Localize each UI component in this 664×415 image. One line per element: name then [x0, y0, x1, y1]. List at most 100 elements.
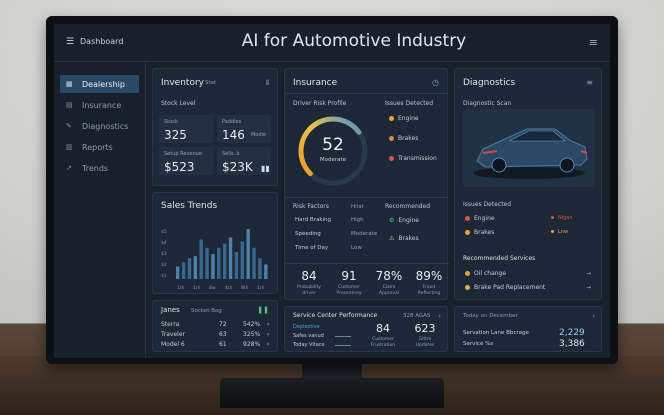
- diag-issue[interactable]: Engine: [465, 215, 495, 222]
- insurance-stat-value: 89%: [415, 269, 443, 283]
- sales-bar[interactable]: [176, 266, 180, 279]
- wrench-icon: ✎: [66, 122, 72, 130]
- insurance-stat-value: 84: [301, 269, 317, 283]
- list-icon[interactable]: ≡: [586, 78, 593, 87]
- status-dot-icon: [551, 216, 554, 219]
- diag-issues-label: Issues Detected: [463, 201, 512, 208]
- kpi-value: $523: [164, 160, 195, 174]
- service-item[interactable]: Brake Pad Replacement →: [465, 284, 595, 291]
- service-stat-value: 84: [376, 322, 390, 335]
- sidebar-item-diagnostics[interactable]: ✎ Diagnostics: [60, 117, 139, 135]
- clock-icon[interactable]: ◷: [432, 78, 439, 87]
- model-pct: 542%: [243, 321, 261, 328]
- sales-bar[interactable]: [228, 237, 233, 279]
- insurance-issue[interactable]: Brakes: [389, 135, 418, 142]
- insurance-stat-label: Fraud Reflecting: [417, 285, 441, 296]
- report-icon: ▥: [66, 143, 73, 151]
- kpi-label: Sells..k: [222, 151, 240, 157]
- y-tick-label: $4: [161, 240, 167, 246]
- recommended-item[interactable]: ⚠ Brakes: [389, 235, 419, 242]
- recommended-item[interactable]: ⚙ Engine: [389, 217, 419, 224]
- issues-detected-label: Issues Detected: [385, 100, 434, 107]
- inventory-kpi[interactable]: Paddies 146 Modle: [217, 115, 271, 143]
- sales-bar[interactable]: [205, 247, 209, 279]
- sidebar-item-label: Insurance: [82, 100, 122, 110]
- kpi-bars-icon: ▮▮: [261, 164, 270, 173]
- insurance-divider: [285, 93, 449, 94]
- service-center-title: Service Center Performance: [293, 312, 378, 319]
- diag-issue-label: Brakes: [474, 229, 495, 236]
- diag-issue-status: Lnw: [551, 229, 568, 235]
- y-tick-label: $3: [161, 251, 167, 257]
- kpi-label: Setup Revenue: [164, 151, 202, 157]
- warning-icon: [389, 116, 394, 121]
- inventory-tag: Stat: [205, 80, 217, 86]
- insurance-stat-value: 91: [341, 269, 357, 283]
- dashboard-screen: ☰ Dashboard AI for Automotive Industry ≡…: [54, 24, 610, 358]
- kpi-label: Paddies: [222, 119, 242, 125]
- schedule-chevron-icon[interactable]: ›: [592, 312, 595, 320]
- diagnostics-card: Diagnostics ≡ Diagnostic Scan Issues Det…: [454, 68, 602, 300]
- service-dot-icon: [465, 285, 470, 290]
- diag-issue[interactable]: Brakes: [465, 229, 494, 236]
- sales-bar[interactable]: [181, 262, 186, 279]
- sales-bar[interactable]: [264, 264, 268, 279]
- insurance-card: Insurance ◷ Driver Risk Profile 52 Moder…: [284, 68, 449, 300]
- sales-trends-card: Sales Trends $5 $4 $3 $2 $1 1th 1rh 8w 4th 8th 1rh: [152, 192, 278, 294]
- arrow-right-icon[interactable]: →: [585, 284, 591, 291]
- chevron-right-icon[interactable]: ›: [267, 331, 270, 338]
- hamburger-menu-icon[interactable]: ≡: [588, 36, 598, 49]
- recommended-label: Engine: [398, 217, 419, 224]
- gear-icon: ⚙: [389, 217, 395, 224]
- warning-icon: [465, 230, 470, 235]
- sales-bar[interactable]: [258, 258, 262, 279]
- schedule-card: Today on December › Servation Lane Bbcra…: [454, 306, 602, 352]
- bar-chart-icon[interactable]: ⦀: [265, 79, 269, 87]
- insurance-title: Insurance: [293, 78, 338, 88]
- x-tick-label: 8w: [209, 285, 216, 291]
- doc-icon: ▤: [66, 101, 73, 109]
- sales-bar[interactable]: [234, 251, 239, 279]
- service-item[interactable]: Oil change →: [465, 270, 595, 277]
- x-tick-label: 1rh: [193, 285, 201, 291]
- y-tick-label: $5: [161, 229, 167, 235]
- pause-icon[interactable]: ❚❚: [257, 306, 269, 314]
- sales-bar[interactable]: [252, 247, 256, 279]
- sales-bar[interactable]: [193, 256, 197, 279]
- sales-bar[interactable]: [199, 239, 203, 279]
- risk-factor-name: Time of Day: [295, 245, 329, 251]
- recommended-services-label: Recommended Services: [463, 255, 536, 262]
- inventory-title: Inventory: [161, 78, 204, 88]
- sales-bar[interactable]: [211, 254, 215, 279]
- sales-bar[interactable]: [217, 247, 221, 279]
- insurance-issue[interactable]: Transmission: [389, 155, 437, 162]
- sidebar-item-reports[interactable]: ▥ Reports: [60, 138, 139, 156]
- insurance-issue[interactable]: Engine: [389, 115, 419, 122]
- recommended-label: Recommended: [385, 203, 431, 210]
- chevron-right-icon[interactable]: ›: [267, 341, 270, 348]
- inventory-kpi[interactable]: Stock 325: [159, 115, 213, 143]
- chevron-right-icon[interactable]: ›: [438, 312, 441, 320]
- sales-bar[interactable]: [240, 241, 244, 279]
- arrow-right-icon[interactable]: →: [585, 270, 591, 277]
- sales-bar[interactable]: [223, 243, 227, 279]
- diagnostics-title: Diagnostics: [463, 78, 516, 88]
- sidebar-item-trends[interactable]: ↗ Trends: [60, 159, 139, 177]
- inventory-kpi[interactable]: Setup Revenue $523: [159, 147, 213, 175]
- menu-icon[interactable]: ☰: [66, 37, 75, 47]
- sidebar-item-dealership[interactable]: ▦ Dealership: [60, 75, 139, 93]
- sidebar-item-insurance[interactable]: ▤ Insurance: [60, 96, 139, 114]
- sales-bar[interactable]: [246, 229, 250, 279]
- sales-bar[interactable]: [187, 258, 192, 279]
- page-title: AI for Automotive Industry: [241, 31, 467, 51]
- model-name: Model 6: [161, 341, 185, 348]
- insurance-stat-value: 78%: [375, 269, 403, 283]
- sidebar-nav: ▦ Dealership ▤ Insurance ✎ Diagnostics ▥ Report…: [54, 62, 145, 177]
- chevron-right-icon[interactable]: ›: [267, 321, 270, 328]
- service-row-line: [335, 345, 351, 346]
- models-card: Janes Socket Bag ❚❚ Sterra 72 542% › Travele…: [152, 300, 278, 352]
- inventory-kpi[interactable]: Sells..k $23K: [217, 147, 271, 175]
- model-count: 61: [219, 341, 227, 348]
- recommended-label: Brakes: [398, 235, 419, 242]
- service-label: Brake Pad Replacement: [474, 284, 546, 291]
